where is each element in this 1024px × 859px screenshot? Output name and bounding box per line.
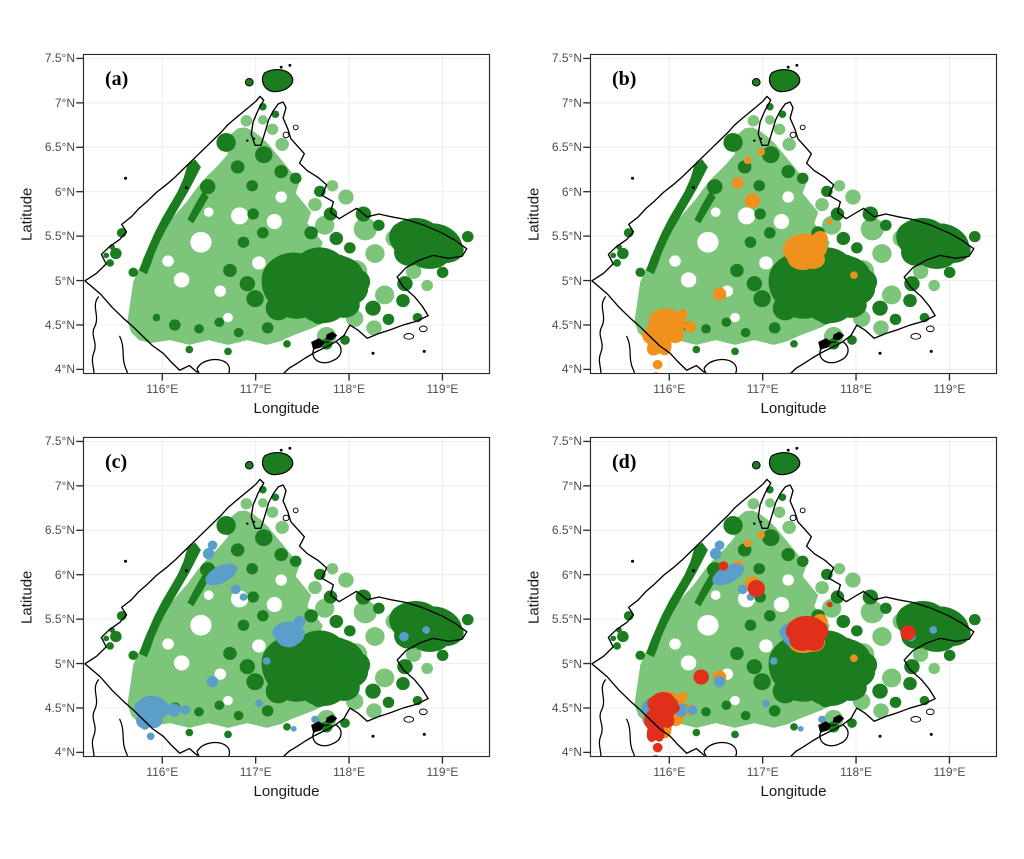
- y-tick-label: 6.5°N: [44, 523, 75, 538]
- y-axis-title: Latitude: [525, 570, 543, 624]
- map-panel-d: (d) Latitude Longitude 7.5°N 7°N 6.5°N 6°N 5…: [526, 434, 997, 800]
- y-tick-label: 6.5°N: [551, 523, 582, 538]
- y-tick-label: 5°N: [561, 273, 582, 288]
- y-tick-label: 5.5°N: [44, 229, 75, 244]
- x-axis-title: Longitude: [760, 400, 827, 417]
- x-tick-label: 117°E: [746, 382, 779, 396]
- y-tick-label: 4.5°N: [44, 700, 75, 715]
- x-tick-label: 119°E: [426, 382, 459, 396]
- y-tick-label: 4°N: [54, 362, 75, 377]
- y-tick-label: 5°N: [54, 656, 75, 671]
- x-tick-label: 116°E: [146, 765, 179, 779]
- y-tick-label: 5.5°N: [551, 612, 582, 627]
- y-tick-label: 5°N: [561, 656, 582, 671]
- x-tick-label: 116°E: [653, 765, 686, 779]
- y-tick-label: 6°N: [561, 567, 582, 582]
- y-tick-label: 4.5°N: [44, 317, 75, 332]
- y-tick-label: 6°N: [561, 184, 582, 199]
- x-tick-label: 119°E: [933, 382, 966, 396]
- y-tick-label: 5°N: [54, 273, 75, 288]
- x-axis-title: Longitude: [253, 400, 320, 417]
- map-panel-c: (c) Latitude Longitude 7.5°N 7°N 6.5°N 6°N 5…: [19, 434, 490, 800]
- x-tick-label: 118°E: [333, 765, 366, 779]
- map-c-canvas: [75, 437, 490, 757]
- map-panel-b: (b) Latitude Longitude 7.5°N 7°N 6.5°N 6°N 5…: [526, 51, 997, 417]
- y-tick-label: 4°N: [561, 362, 582, 377]
- y-tick-label: 7°N: [561, 95, 582, 110]
- y-tick-label: 5.5°N: [44, 612, 75, 627]
- y-tick-label: 7°N: [561, 478, 582, 493]
- panel-label-c: (c): [105, 451, 128, 473]
- map-b-canvas: [582, 54, 997, 374]
- y-axis-title: Latitude: [18, 187, 36, 241]
- x-tick-label: 118°E: [840, 382, 873, 396]
- y-tick-label: 4°N: [54, 745, 75, 760]
- x-tick-label: 116°E: [146, 382, 179, 396]
- x-tick-label: 116°E: [653, 382, 686, 396]
- panel-label-d: (d): [612, 451, 637, 473]
- y-tick-label: 7.5°N: [44, 51, 75, 66]
- panel-label-b: (b): [612, 68, 637, 90]
- y-tick-label: 7.5°N: [44, 434, 75, 449]
- y-axis-title: Latitude: [525, 187, 543, 241]
- x-axis-title: Longitude: [760, 783, 827, 800]
- y-axis-title: Latitude: [18, 570, 36, 624]
- y-tick-label: 6.5°N: [551, 140, 582, 155]
- y-tick-label: 5.5°N: [551, 229, 582, 244]
- y-tick-label: 6°N: [54, 567, 75, 582]
- x-tick-label: 118°E: [840, 765, 873, 779]
- y-tick-label: 6.5°N: [44, 140, 75, 155]
- x-tick-label: 117°E: [239, 382, 272, 396]
- x-tick-label: 118°E: [333, 382, 366, 396]
- x-tick-label: 119°E: [426, 765, 459, 779]
- y-tick-label: 4.5°N: [551, 700, 582, 715]
- x-tick-label: 117°E: [746, 765, 779, 779]
- panel-label-a: (a): [105, 68, 129, 90]
- y-tick-label: 7°N: [54, 95, 75, 110]
- x-tick-label: 117°E: [239, 765, 272, 779]
- x-tick-label: 119°E: [933, 765, 966, 779]
- y-tick-label: 4.5°N: [551, 317, 582, 332]
- map-panel-a: (a) Latitude Longitude 7.5°N 7°N 6.5°N 6°N 5…: [19, 51, 490, 417]
- map-a-canvas: [75, 54, 490, 374]
- y-tick-label: 7.5°N: [551, 434, 582, 449]
- y-tick-label: 6°N: [54, 184, 75, 199]
- y-tick-label: 7°N: [54, 478, 75, 493]
- x-axis-title: Longitude: [253, 783, 320, 800]
- map-d-canvas: [582, 437, 997, 757]
- y-tick-label: 7.5°N: [551, 51, 582, 66]
- y-tick-label: 4°N: [561, 745, 582, 760]
